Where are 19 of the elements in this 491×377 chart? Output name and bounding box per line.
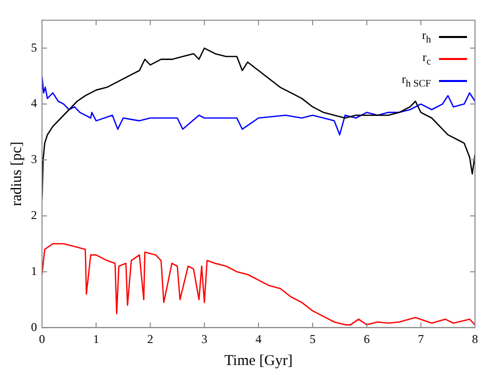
y-tick-label: 0 xyxy=(31,320,37,334)
y-axis-title: radius [pc] xyxy=(8,142,25,206)
x-tick-label: 4 xyxy=(256,332,262,346)
legend-label: r$_{c}$ xyxy=(422,50,431,68)
x-tick-label: 1 xyxy=(93,332,100,346)
x-tick-label: 3 xyxy=(201,332,208,346)
y-tick-label: 3 xyxy=(31,152,37,166)
y-tick-label: 5 xyxy=(31,40,37,54)
legend-label: r$_{h SCF}$ xyxy=(402,72,431,90)
x-axis-title: Time [Gyr] xyxy=(224,352,293,369)
y-tick-label: 1 xyxy=(31,264,37,278)
y-tick-label: 2 xyxy=(31,208,37,222)
x-tick-label: 6 xyxy=(364,332,370,346)
x-tick-label: 5 xyxy=(310,332,316,346)
x-tick-label: 2 xyxy=(147,332,154,346)
y-tick-label: 4 xyxy=(31,96,37,110)
x-tick-label: 8 xyxy=(472,332,478,346)
x-tick-label: 7 xyxy=(418,332,424,346)
legend-label: r$_{h}$ xyxy=(422,28,431,46)
